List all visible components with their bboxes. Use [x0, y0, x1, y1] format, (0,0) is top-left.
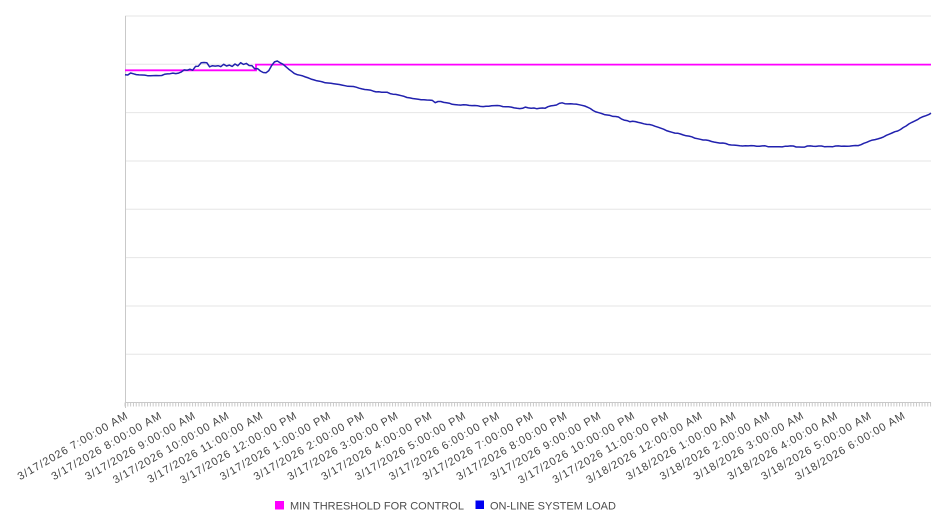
svg-text:MIN THRESHOLD FOR CONTROL: MIN THRESHOLD FOR CONTROL	[290, 501, 464, 513]
svg-text:ON-LINE SYSTEM LOAD: ON-LINE SYSTEM LOAD	[490, 501, 616, 513]
